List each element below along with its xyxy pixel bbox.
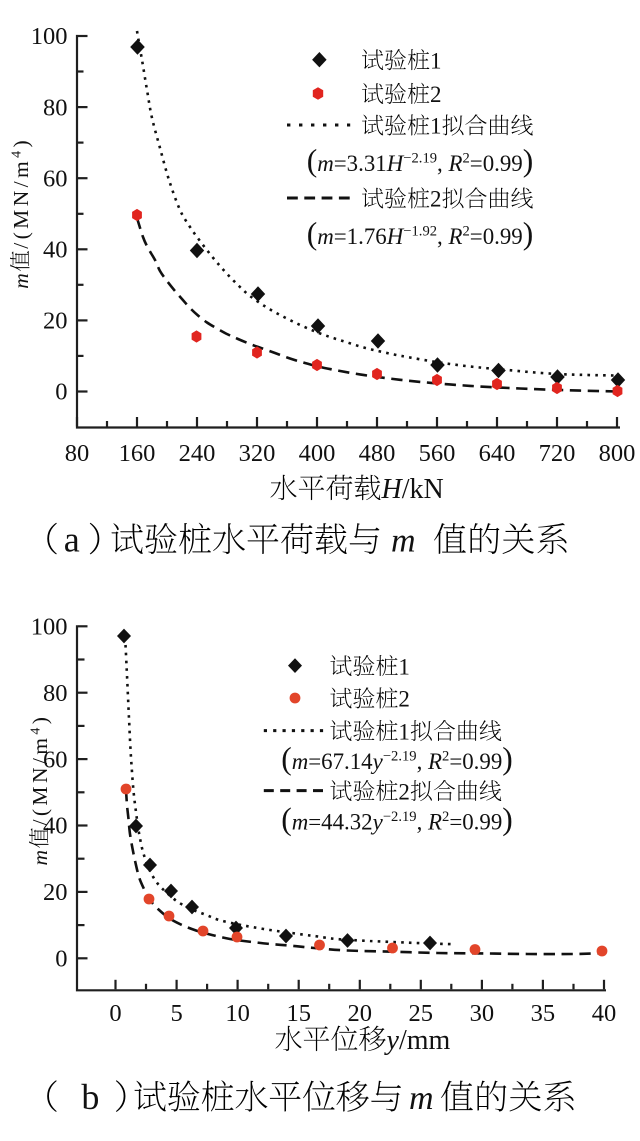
svg-text:0: 0 bbox=[55, 379, 67, 406]
svg-text:20: 20 bbox=[43, 308, 68, 335]
svg-text:160: 160 bbox=[119, 440, 156, 467]
svg-text:1: 1 bbox=[430, 48, 442, 73]
svg-text:60: 60 bbox=[43, 746, 68, 773]
svg-text:560: 560 bbox=[419, 440, 456, 467]
svg-text:a: a bbox=[64, 520, 80, 560]
svg-text:y/mm: y/mm bbox=[384, 1025, 451, 1056]
svg-text:m: m bbox=[28, 850, 52, 866]
svg-text:480: 480 bbox=[359, 440, 396, 467]
svg-text:0: 0 bbox=[55, 946, 67, 973]
svg-text:80: 80 bbox=[65, 440, 90, 467]
svg-text:100: 100 bbox=[31, 23, 68, 50]
svg-text:m: m bbox=[9, 273, 33, 289]
svg-text:1: 1 bbox=[430, 114, 442, 139]
svg-text:40: 40 bbox=[592, 1000, 617, 1027]
svg-text:100: 100 bbox=[31, 614, 68, 641]
svg-text:m: m bbox=[391, 523, 416, 560]
svg-text:240: 240 bbox=[179, 440, 216, 467]
svg-text:m: m bbox=[409, 1080, 434, 1117]
svg-text:25: 25 bbox=[409, 1000, 434, 1027]
svg-text:2: 2 bbox=[430, 187, 442, 212]
svg-text:720: 720 bbox=[539, 440, 576, 467]
svg-text:80: 80 bbox=[43, 680, 68, 707]
svg-text:400: 400 bbox=[299, 440, 336, 467]
svg-text:1: 1 bbox=[398, 719, 410, 744]
svg-text:2: 2 bbox=[398, 779, 410, 804]
svg-text:2: 2 bbox=[430, 82, 442, 107]
svg-text:60: 60 bbox=[43, 165, 68, 192]
svg-text:/(MN/m4): /(MN/m4) bbox=[28, 714, 52, 826]
svg-text:2: 2 bbox=[398, 687, 410, 712]
svg-text:30: 30 bbox=[470, 1000, 495, 1027]
svg-text:0: 0 bbox=[109, 1000, 121, 1027]
svg-text:35: 35 bbox=[531, 1000, 556, 1027]
svg-text:H/kN: H/kN bbox=[381, 474, 444, 505]
svg-text:15: 15 bbox=[286, 1000, 311, 1027]
svg-text:800: 800 bbox=[599, 440, 636, 467]
svg-text:1: 1 bbox=[398, 654, 410, 679]
svg-text:320: 320 bbox=[239, 440, 276, 467]
svg-text:80: 80 bbox=[43, 94, 68, 121]
svg-text:640: 640 bbox=[479, 440, 516, 467]
svg-text:40: 40 bbox=[43, 237, 68, 264]
svg-text:5: 5 bbox=[170, 1000, 182, 1027]
svg-text:10: 10 bbox=[225, 1000, 250, 1027]
svg-text:20: 20 bbox=[43, 879, 68, 906]
svg-text:20: 20 bbox=[348, 1000, 373, 1027]
svg-text:b: b bbox=[81, 1077, 99, 1117]
